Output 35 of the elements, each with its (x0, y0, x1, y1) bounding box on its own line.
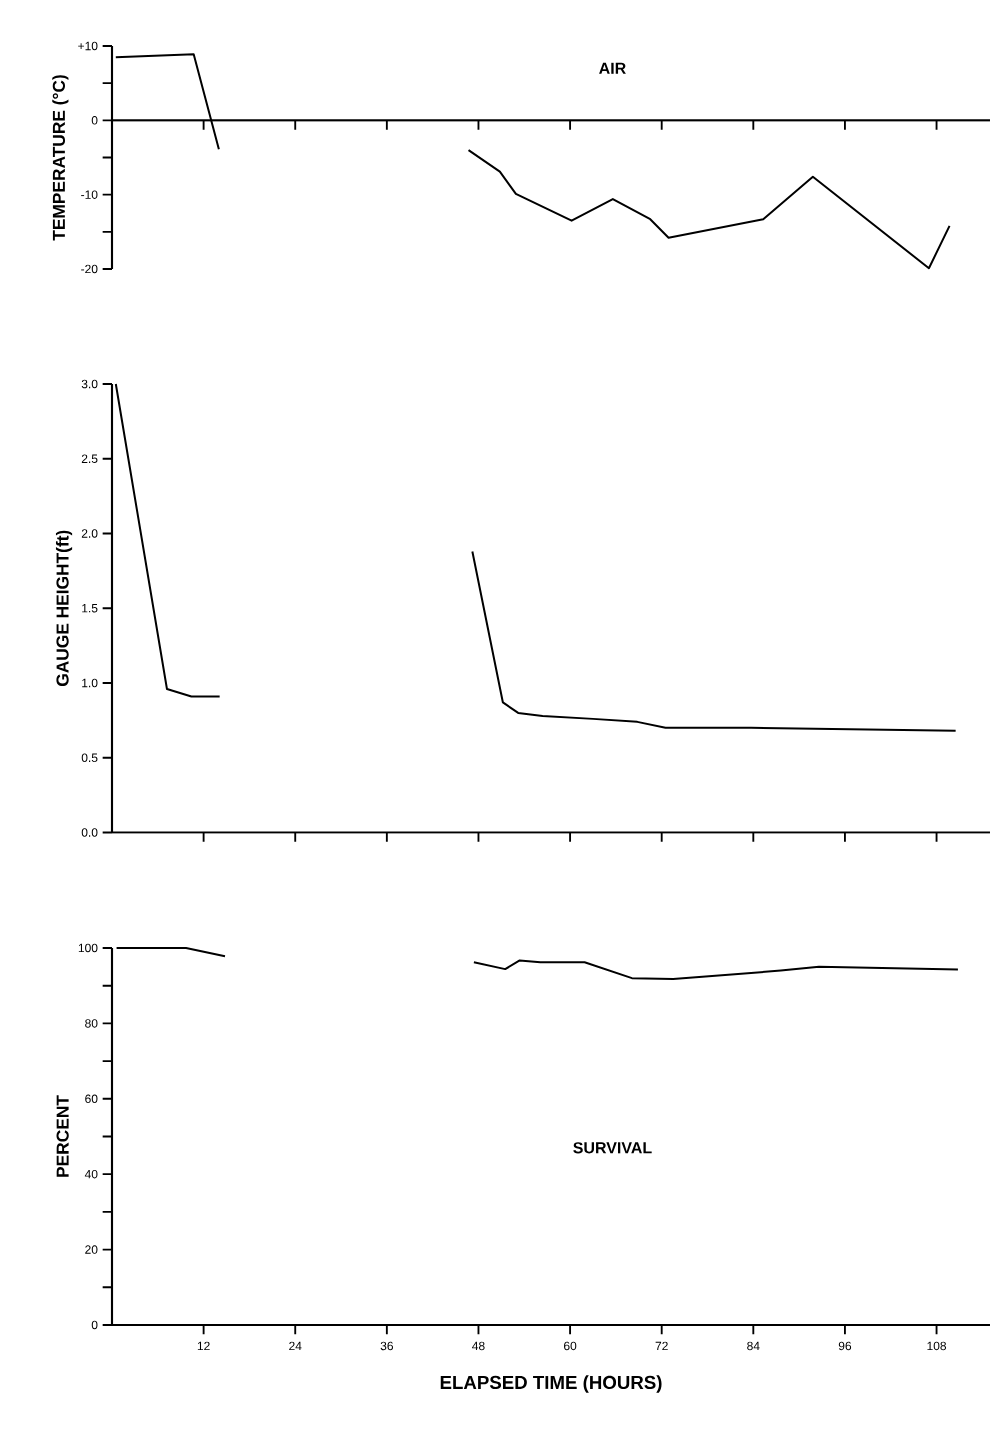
y-axis-title: GAUGE HEIGHT(ft) (55, 530, 73, 687)
x-tick-label: 60 (564, 1341, 577, 1351)
y-tick-label: 1.5 (82, 604, 98, 613)
y-tick-label: 40 (84, 1169, 98, 1179)
y-tick-label: 0.5 (81, 753, 98, 762)
y-tick-label: 20 (85, 1245, 98, 1254)
x-tick-label: 96 (838, 1341, 852, 1351)
y-tick-label: 0.0 (81, 828, 98, 837)
x-axis-title: ELAPSED TIME (HOURS) (440, 1375, 662, 1393)
y-tick-label: +10 (78, 41, 98, 51)
y-tick-label: 0 (91, 116, 98, 125)
line-series (472, 959, 959, 980)
x-tick-label: 84 (747, 1341, 760, 1351)
x-tick-label: 108 (927, 1341, 947, 1351)
y-tick-label: 2.0 (81, 529, 98, 538)
y-axis-title: TEMPERATURE (°C) (52, 75, 69, 241)
y-tick-label: -20 (81, 264, 98, 274)
y-tick-label: 60 (85, 1094, 98, 1104)
x-tick-label: 48 (472, 1341, 485, 1351)
x-tick-label: 12 (197, 1341, 210, 1351)
annotation: AIR (599, 62, 626, 74)
y-tick-label: -10 (81, 190, 98, 199)
y-tick-label: 2.5 (81, 454, 98, 463)
y-axis-title: PERCENT (56, 1095, 69, 1177)
line-series (471, 550, 957, 732)
x-tick-label: 72 (655, 1341, 668, 1351)
y-tick-label: 80 (85, 1019, 98, 1028)
y-tick-label: 3.0 (81, 379, 98, 389)
y-tick-label: 1.0 (82, 678, 98, 688)
x-tick-label: 24 (289, 1341, 302, 1351)
line-series (467, 149, 951, 270)
y-tick-label: 100 (78, 943, 98, 953)
x-tick-label: 36 (380, 1341, 393, 1351)
annotation: SURVIVAL (573, 1142, 652, 1154)
y-tick-label: 0 (91, 1320, 98, 1330)
